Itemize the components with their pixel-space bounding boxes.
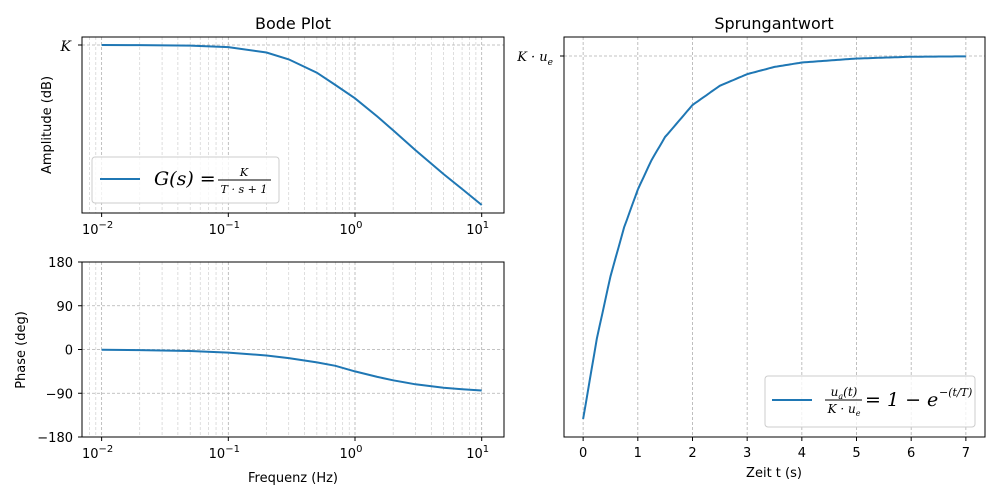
amplitude-x-tick-label: 10−2 [82,220,113,238]
step-legend-num-tail: (t) [843,385,858,399]
step-legend-den-main: K · u [827,402,856,416]
step-x-tick-label: 1 [634,446,642,461]
step-x-axis-label: Zeit t (s) [746,466,802,481]
step-x-tick-label: 3 [743,446,751,461]
phase-y-axis-label: Phase (deg) [14,311,29,389]
phase-x-tick-label: 10−1 [209,444,240,462]
phase-line [101,348,482,392]
step-legend-exponent: −(t/T) [939,386,972,399]
amplitude-x-tick-label: 10−1 [209,220,240,238]
step-y-tick-label-subscript: e [548,58,553,68]
bode-amplitude-frame [81,36,505,214]
phase-y-tick-label: 0 [65,344,73,359]
step-legend-denominator: K · ue [827,402,861,418]
step-title: Sprungantwort [714,14,833,33]
amplitude-y-tick-label-k: K [60,39,73,55]
step-line [582,55,966,420]
bode-amplitude-series [101,44,483,206]
step-x-tick-label: 7 [962,446,970,461]
step-y-tick-label-main: K · u [516,50,547,65]
step-x-tick-label: 6 [907,446,915,461]
bode-title: Bode Plot [255,14,331,33]
step-series [582,55,966,420]
phase-y-tick-label: 90 [56,300,73,315]
amplitude-x-tick-label: 100 [340,220,363,238]
step-frame [563,36,986,438]
step-legend-rhs: = 1 − e [865,389,938,411]
step-legend: ua(t) K · ue = 1 − e −(t/T) [764,375,976,428]
phase-y-tick-label: −90 [46,387,73,402]
step-x-tick-label: 5 [852,446,860,461]
bode-legend-lhs: G(s) = [154,168,216,190]
step-grid [564,37,985,437]
step-legend-num-u: u [831,385,839,399]
step-x-ticks: 0 1 2 3 4 5 6 7 [579,437,970,461]
step-legend-den-sub: e [856,409,861,418]
phase-y-tick-label: 180 [48,256,73,271]
bode-legend: G(s) = K T · s + 1 [91,156,280,204]
amplitude-line [101,44,483,206]
step-legend-num-sub: a [838,392,843,401]
phase-y-tick-label: −180 [37,431,73,446]
bode-legend-denominator: T · s + 1 [221,183,268,196]
bode-amplitude-panel: Bode Plot 10−2 10−1 100 101 K Amplitude (dB… [40,14,505,238]
bode-legend-numerator: K [239,166,249,179]
bode-phase-y-ticks: 180 90 0 −90 −180 [37,256,82,446]
step-x-tick-label: 4 [798,446,806,461]
step-x-tick-label: 0 [579,446,587,461]
bode-amplitude-x-ticks: 10−2 10−1 100 101 [82,213,489,238]
step-y-tick-label: K · ue [516,50,553,68]
phase-x-tick-label: 100 [340,444,363,462]
bode-phase-series [101,348,482,392]
amplitude-x-tick-label: 101 [466,220,489,238]
step-x-tick-label: 2 [688,446,696,461]
bode-phase-panel: 10−2 10−1 100 101 180 90 0 −90 −180 Frequenz (H… [14,256,505,486]
bode-phase-x-ticks: 10−2 10−1 100 101 [82,437,489,462]
step-legend-numerator: ua(t) [831,385,858,401]
phase-x-tick-label: 10−2 [82,444,113,462]
phase-x-tick-label: 101 [466,444,489,462]
phase-x-axis-label: Frequenz (Hz) [248,471,338,486]
amplitude-y-axis-label: Amplitude (dB) [40,76,55,174]
